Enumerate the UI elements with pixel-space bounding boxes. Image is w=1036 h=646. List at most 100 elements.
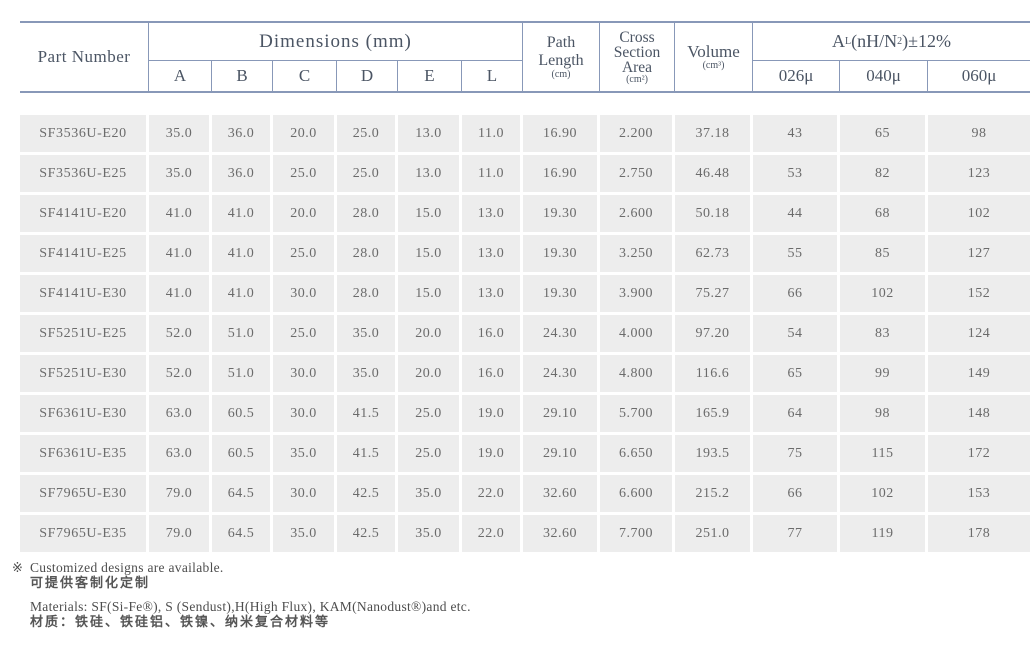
part-number-cell: SF3536U-E20 [20,115,149,152]
value-cell: 13.0 [398,155,462,192]
value-cell: 15.0 [398,275,462,312]
value-cell: 54 [753,315,840,352]
value-cell: 36.0 [212,115,273,152]
value-cell: 24.30 [523,355,600,392]
value-cell: 193.5 [675,435,753,472]
al-tail: )±12% [902,31,951,51]
value-cell: 251.0 [675,515,753,552]
header-al-value: A L (nH/N 2)±12% [753,23,1030,61]
value-cell: 63.0 [149,395,212,432]
value-cell: 35.0 [149,155,212,192]
value-cell: 115 [840,435,928,472]
cross-section-line3: Area [621,58,653,76]
footnote-materials-cn: 材质：铁硅、铁硅铝、铁镍、纳米复合材料等 [30,615,331,630]
header-dim-d: D [337,61,398,91]
value-cell: 60.5 [212,435,273,472]
value-cell: 41.0 [212,275,273,312]
value-cell: 68 [840,195,928,232]
value-cell: 123 [928,155,1030,192]
value-cell: 148 [928,395,1030,432]
value-cell: 16.0 [462,355,523,392]
part-number-cell: SF5251U-E30 [20,355,149,392]
value-cell: 13.0 [398,115,462,152]
value-cell: 172 [928,435,1030,472]
value-cell: 5.700 [600,395,675,432]
table-body: SF3536U-E20 35.0 36.0 20.0 25.0 13.0 11.0 16.90… [20,115,1030,555]
value-cell: 97.20 [675,315,753,352]
value-cell: 13.0 [462,275,523,312]
value-cell: 127 [928,235,1030,272]
part-number-cell: SF4141U-E25 [20,235,149,272]
path-length-unit: (cm) [551,69,571,80]
value-cell: 116.6 [675,355,753,392]
value-cell: 2.600 [600,195,675,232]
header-al-040u: 040μ [840,61,928,91]
value-cell: 25.0 [398,395,462,432]
value-cell: 65 [840,115,928,152]
value-cell: 35.0 [273,515,337,552]
part-number-cell: SF4141U-E20 [20,195,149,232]
table-row: SF5251U-E25 52.0 51.0 25.0 35.0 20.0 16.0 24.30… [20,315,1030,352]
value-cell: 16.90 [523,115,600,152]
table-row: SF4141U-E25 41.0 41.0 25.0 28.0 15.0 13.0 19.30… [20,235,1030,272]
header-dim-c: C [273,61,337,91]
table-row: SF6361U-E30 63.0 60.5 30.0 41.5 25.0 19.0 29.10… [20,395,1030,432]
value-cell: 29.10 [523,435,600,472]
value-cell: 119 [840,515,928,552]
al-base: A [832,31,845,51]
footnote-materials-en: Materials: SF(Si-Fe®), S (Sendust),H(Hig… [30,599,471,614]
value-cell: 36.0 [212,155,273,192]
value-cell: 28.0 [337,275,398,312]
value-cell: 66 [753,275,840,312]
value-cell: 29.10 [523,395,600,432]
value-cell: 13.0 [462,195,523,232]
volume-label: Volume [687,42,740,61]
value-cell: 85 [840,235,928,272]
value-cell: 35.0 [337,355,398,392]
header-dim-b: B [212,61,273,91]
value-cell: 25.0 [273,155,337,192]
value-cell: 46.48 [675,155,753,192]
value-cell: 2.200 [600,115,675,152]
al-mid: (nH/N [851,31,898,51]
value-cell: 37.18 [675,115,753,152]
value-cell: 4.800 [600,355,675,392]
value-cell: 102 [928,195,1030,232]
value-cell: 63.0 [149,435,212,472]
value-cell: 178 [928,515,1030,552]
part-number-cell: SF7965U-E30 [20,475,149,512]
value-cell: 25.0 [273,315,337,352]
value-cell: 19.30 [523,195,600,232]
header-path-length: Path Length (cm) [523,23,600,91]
value-cell: 32.60 [523,475,600,512]
value-cell: 50.18 [675,195,753,232]
value-cell: 4.000 [600,315,675,352]
value-cell: 2.750 [600,155,675,192]
value-cell: 41.0 [149,195,212,232]
value-cell: 165.9 [675,395,753,432]
value-cell: 102 [840,475,928,512]
value-cell: 52.0 [149,315,212,352]
part-number-cell: SF5251U-E25 [20,315,149,352]
header-dim-e: E [398,61,462,91]
value-cell: 35.0 [398,475,462,512]
value-cell: 79.0 [149,515,212,552]
value-cell: 124 [928,315,1030,352]
value-cell: 66 [753,475,840,512]
table-row: SF5251U-E30 52.0 51.0 30.0 35.0 20.0 16.0 24.30… [20,355,1030,392]
table-row: SF6361U-E35 63.0 60.5 35.0 41.5 25.0 19.0 29.10… [20,435,1030,472]
part-number-cell: SF6361U-E30 [20,395,149,432]
value-cell: 152 [928,275,1030,312]
part-number-cell: SF3536U-E25 [20,155,149,192]
volume-unit: (cm³) [702,60,725,71]
table-header: Part Number Dimensions (mm) A B C D E L … [20,21,1030,93]
path-length-line2: Length [538,52,584,69]
value-cell: 20.0 [398,315,462,352]
part-number-cell: SF6361U-E35 [20,435,149,472]
value-cell: 41.5 [337,395,398,432]
value-cell: 35.0 [398,515,462,552]
cross-section-line1: Cross [619,28,655,46]
value-cell: 41.5 [337,435,398,472]
cross-section-line2: Section [613,43,661,61]
value-cell: 30.0 [273,475,337,512]
